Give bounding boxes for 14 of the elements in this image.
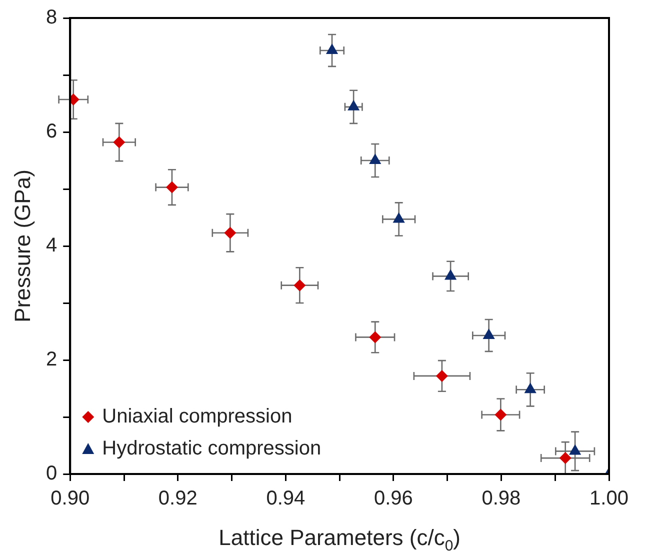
legend-label: Hydrostatic compression	[102, 438, 322, 460]
x-tick-label: 0.90	[50, 488, 90, 510]
y-axis-title: Pressure (GPa)	[10, 170, 35, 322]
x-tick-label: 0.92	[158, 488, 198, 510]
y-tick-label: 2	[46, 348, 58, 371]
y-tick-label: 0	[46, 462, 58, 485]
y-tick-label: 6	[46, 120, 58, 143]
x-tick-label: 0.94	[266, 488, 306, 510]
x-tick-label: 1.00	[590, 488, 628, 510]
y-tick-label: 8	[46, 6, 58, 29]
x-tick-label: 0.96	[374, 488, 413, 510]
legend-label: Uniaxial compression	[102, 406, 292, 428]
y-tick-label: 4	[46, 234, 58, 257]
x-tick-label: 0.98	[482, 488, 521, 510]
